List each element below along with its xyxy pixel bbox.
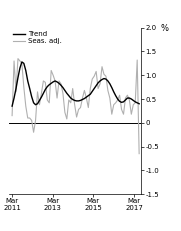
Y-axis label: %: % (161, 24, 169, 33)
Legend: Trend, Seas. adj.: Trend, Seas. adj. (12, 31, 62, 44)
